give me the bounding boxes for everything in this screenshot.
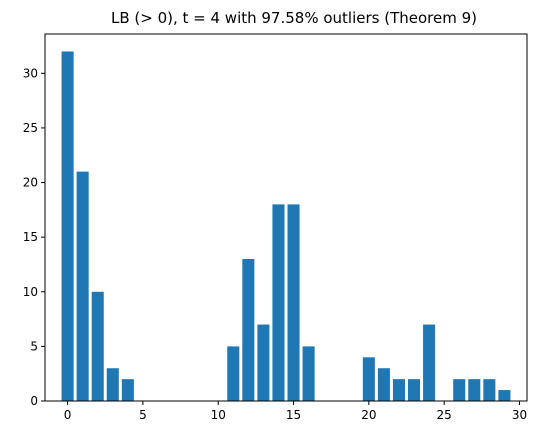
bar-2 [92, 292, 104, 401]
chart-title: LB (> 0), t = 4 with 97.58% outliers (Th… [111, 9, 477, 27]
bar-1 [77, 172, 89, 401]
bar-16 [303, 346, 315, 401]
y-tick-label: 0 [30, 394, 38, 408]
y-tick-label: 30 [23, 66, 38, 80]
bar-28 [483, 379, 495, 401]
bars [62, 51, 511, 401]
bar-13 [257, 325, 269, 401]
x-tick-label: 25 [437, 408, 452, 422]
bar-27 [468, 379, 480, 401]
bar-21 [378, 368, 390, 401]
bar-0 [62, 51, 74, 401]
y-axis: 0 5 10 15 20 25 30 [23, 66, 45, 408]
bar-20 [363, 357, 375, 401]
bar-23 [408, 379, 420, 401]
x-tick-label: 10 [211, 408, 226, 422]
x-tick-label: 0 [64, 408, 72, 422]
y-tick-label: 5 [30, 339, 38, 353]
bar-14 [272, 204, 284, 401]
y-tick-label: 10 [23, 285, 38, 299]
plot-frame [45, 34, 527, 401]
bar-26 [453, 379, 465, 401]
x-tick-label: 30 [512, 408, 527, 422]
x-tick-label: 5 [139, 408, 147, 422]
bar-15 [288, 204, 300, 401]
y-tick-label: 20 [23, 176, 38, 190]
bar-24 [423, 325, 435, 401]
x-axis: 0 5 10 15 20 25 30 [64, 401, 527, 422]
x-tick-label: 20 [361, 408, 376, 422]
bar-12 [242, 259, 254, 401]
bar-29 [498, 390, 510, 401]
x-tick-label: 15 [286, 408, 301, 422]
bar-11 [227, 346, 239, 401]
bar-3 [107, 368, 119, 401]
bar-4 [122, 379, 134, 401]
y-tick-label: 25 [23, 121, 38, 135]
bar-22 [393, 379, 405, 401]
y-tick-label: 15 [23, 230, 38, 244]
